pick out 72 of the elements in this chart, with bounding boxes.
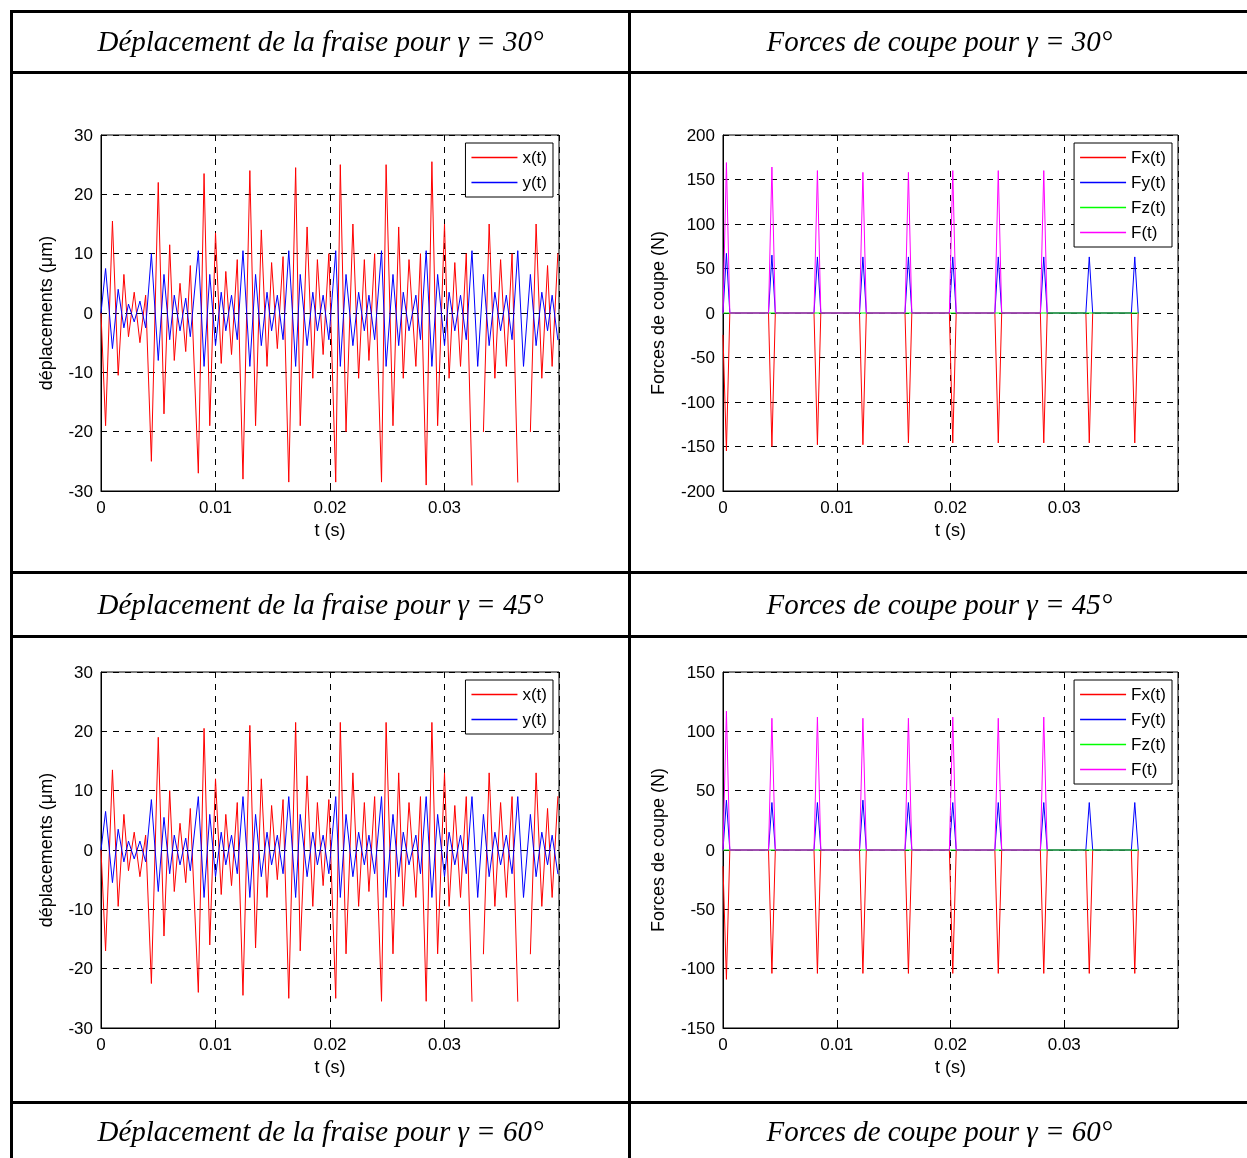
y-tick-label: 150 [686,662,715,682]
y-tick-label: 200 [686,125,715,145]
x-axis-title: t (s) [935,1056,966,1077]
x-tick-label: 0.02 [313,1035,347,1054]
y-tick-label: -100 [680,392,715,412]
y-tick-label: -50 [690,899,715,919]
y-tick-label: -200 [680,481,715,501]
y-axis-title: déplacements (μm) [36,235,56,391]
y-tick-label: 20 [74,721,93,741]
x-axis-title: t (s) [314,1056,346,1077]
legend-label: x(t) [522,685,547,704]
y-tick-label: 150 [686,170,715,189]
y-tick-label: 0 [83,840,93,860]
chart-title: Forces de coupe pour γ = 30° [765,24,1114,59]
y-tick-label: 50 [696,781,715,801]
y-axis-title: Forces de coupe (N) [648,230,668,396]
x-tick-label: 0.02 [933,1035,968,1054]
text: Forces de coupe pour γ = 60° [765,1113,1114,1149]
chart-title: Déplacement de la fraise pour γ = 45° [96,587,545,622]
x-tick-label: 0.03 [427,498,462,517]
x-tick-label: 0 [718,1035,728,1054]
x-tick-label: 0 [96,1035,106,1054]
y-tick-label: -50 [690,348,715,367]
y-tick-label: 100 [686,721,715,741]
x-tick-label: 0.03 [1047,1035,1081,1054]
x-tick-label: 0.01 [820,498,854,517]
x-tick-label: 0 [718,498,728,517]
legend-label: Fy(t) [1131,173,1167,192]
legend-label: Fy(t) [1131,710,1167,729]
y-tick-label: -100 [680,959,715,979]
legend-label: y(t) [522,173,547,192]
y-tick-label: 10 [74,244,93,264]
y-tick-label: -30 [68,1018,93,1038]
x-tick-label: 0.03 [1047,498,1081,517]
y-tick-label: 0 [705,840,715,860]
y-tick-label: 100 [686,214,715,234]
text: Déplacement de la fraise pour γ = 60° [96,1113,545,1149]
x-tick-label: 0 [96,498,106,517]
legend-label: Fx(t) [1131,685,1167,704]
x-axis-title: t (s) [314,519,346,540]
x-tick-label: 0.01 [198,1035,233,1054]
x-tick-label: 0.03 [427,1035,462,1054]
legend-label: F(t) [1131,760,1158,779]
y-tick-label: -30 [68,481,93,501]
y-tick-label: -20 [68,422,93,442]
y-tick-label: -150 [680,437,715,456]
legend-label: Fx(t) [1131,148,1167,167]
legend-label: F(t) [1131,223,1158,242]
y-tick-label: 0 [705,303,715,323]
legend-label: y(t) [522,710,547,729]
y-tick-label: -10 [68,362,93,382]
legend-label: x(t) [522,148,547,167]
legend-label: Fz(t) [1131,735,1167,754]
chart-title: Déplacement de la fraise pour γ = 30° [96,24,545,59]
y-tick-label: -150 [680,1018,715,1038]
y-tick-label: 20 [74,184,93,204]
y-tick-label: 50 [696,259,715,278]
x-tick-label: 0.01 [820,1035,854,1054]
x-tick-label: 0.02 [933,498,968,517]
y-tick-label: 0 [83,303,93,323]
y-tick-label: 10 [74,781,93,801]
y-tick-label: 30 [74,662,93,682]
y-axis-title: déplacements (μm) [36,772,56,928]
y-tick-label: -20 [68,959,93,979]
y-tick-label: -10 [68,899,93,919]
x-tick-label: 0.02 [313,498,347,517]
x-tick-label: 0.01 [198,498,233,517]
legend-label: Fz(t) [1131,198,1167,217]
chart-title: Forces de coupe pour γ = 45° [765,587,1114,622]
y-axis-title: Forces de coupe (N) [648,767,668,933]
x-axis-title: t (s) [935,519,966,540]
y-tick-label: 30 [74,125,93,145]
